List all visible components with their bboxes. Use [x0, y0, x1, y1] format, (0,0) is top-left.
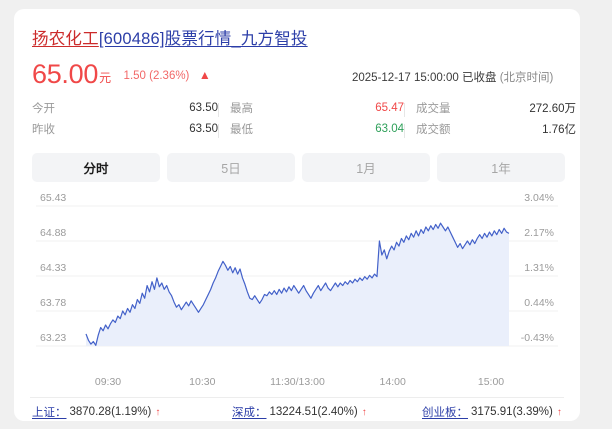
- up-arrow-icon: ↑: [155, 406, 161, 418]
- quote-price-row: 65.00元 1.50 (2.36%) ▲: [32, 59, 211, 90]
- stat-high: 最高 65.47: [218, 100, 404, 117]
- stat-amount-label: 成交额: [416, 123, 451, 136]
- price-change: 1.50 (2.36%): [123, 70, 190, 82]
- index-name[interactable]: 创业板：: [422, 407, 468, 419]
- up-arrow-icon: ↑: [556, 406, 562, 418]
- tab-label: 1年: [491, 162, 511, 176]
- stat-open: 今开 63.50: [32, 100, 218, 116]
- page-title[interactable]: 扬农化工[600486]股票行情_九方智投: [32, 25, 308, 49]
- current-price: 65.00: [32, 59, 99, 89]
- stat-volume-value: 272.60万: [529, 102, 576, 115]
- tab-1[interactable]: 5日: [167, 153, 295, 182]
- up-arrow-icon: ↑: [361, 406, 367, 418]
- stat-prevclose-label: 昨收: [32, 123, 55, 136]
- y-axis-right-label: 2.17%: [524, 227, 554, 239]
- stat-prevclose-value: 63.50: [189, 122, 218, 135]
- index-name[interactable]: 上证：: [32, 407, 67, 419]
- tab-label: 分时: [83, 162, 109, 176]
- timestamp-text: 2025-12-17 15:00:00 已收盘: [352, 72, 497, 84]
- chart-range-tabs[interactable]: 分时 5日 1月 1年: [32, 153, 565, 182]
- y-axis-right-label: -0.43%: [521, 332, 554, 344]
- x-axis-label: 10:30: [189, 376, 216, 388]
- x-axis-label: 09:30: [94, 376, 122, 388]
- stat-high-value: 65.47: [375, 101, 404, 114]
- stats-grid: 今开 63.50 最高 65.47 成交量 272.60万 昨收 63.50 最…: [32, 97, 576, 139]
- y-axis-left-label: 64.33: [40, 262, 66, 274]
- stat-volume-label: 成交量: [416, 102, 451, 115]
- y-axis-left-label: 63.23: [40, 332, 66, 344]
- tab-label: 1月: [356, 162, 376, 176]
- quote-timestamp: 2025-12-17 15:00:00 已收盘 (北京时间): [352, 69, 553, 85]
- stats-row-2: 昨收 63.50 最低 63.04 成交额 1.76亿: [32, 118, 576, 139]
- index-name[interactable]: 深成：: [232, 407, 267, 419]
- y-axis-left-label: 64.88: [40, 227, 66, 239]
- chart-x-axis: 09:30 10:30 11:30/13:00 14:00 15:00: [14, 373, 580, 395]
- index-value: 3175.91(3.39%): [471, 406, 553, 418]
- stat-low-value: 63.04: [375, 122, 404, 135]
- chart-area-fill: [86, 223, 509, 346]
- page-title-code[interactable]: [600486]股票行情_九方智投: [98, 30, 308, 48]
- tab-label: 5日: [221, 162, 241, 176]
- stat-high-label: 最高: [230, 102, 253, 115]
- tab-3[interactable]: 1年: [437, 153, 565, 182]
- up-arrow-icon: ▲: [198, 68, 211, 82]
- tab-0[interactable]: 分时: [32, 153, 160, 182]
- market-index-bar: 上证： 3870.28(1.19%) ↑ 深成： 13224.51(2.40%) ↑ 创业板…: [32, 404, 572, 420]
- chart-price-line: [85, 222, 510, 346]
- chart-svg: 65.43 3.04% 64.88 2.17% 64.33 1.31% 63.78 0.44%…: [36, 192, 558, 347]
- stat-volume: 成交量 272.60万: [404, 100, 576, 117]
- y-axis-right-label: 0.44%: [524, 297, 554, 309]
- y-axis-left-label: 63.78: [40, 297, 66, 309]
- timezone-text: (北京时间): [499, 72, 554, 84]
- price-unit: 元: [99, 71, 112, 85]
- y-axis-right-label: 1.31%: [524, 262, 554, 274]
- stat-amount-value: 1.76亿: [542, 123, 576, 136]
- stats-row-1: 今开 63.50 最高 65.47 成交量 272.60万: [32, 97, 576, 118]
- stat-open-label: 今开: [32, 102, 55, 115]
- stat-low-label: 最低: [230, 123, 253, 136]
- y-axis-right-label: 3.04%: [524, 192, 554, 204]
- x-axis-label: 14:00: [379, 376, 406, 388]
- index-value: 13224.51(2.40%): [269, 406, 358, 418]
- index-value: 3870.28(1.19%): [69, 406, 152, 418]
- y-axis-left-label: 65.43: [40, 192, 66, 204]
- index-item-2[interactable]: 创业板： 3175.91(3.39%) ↑: [422, 404, 562, 420]
- stat-open-value: 63.50: [189, 101, 218, 114]
- tab-2[interactable]: 1月: [302, 153, 430, 182]
- stat-prevclose: 昨收 63.50: [32, 121, 218, 137]
- divider: [30, 397, 564, 398]
- stat-low: 最低 63.04: [218, 121, 404, 138]
- index-item-0[interactable]: 上证： 3870.28(1.19%) ↑: [32, 404, 232, 420]
- index-item-1[interactable]: 深成： 13224.51(2.40%) ↑: [232, 404, 422, 420]
- stock-quote-card: 扬农化工[600486]股票行情_九方智投 65.00元 1.50 (2.36%…: [14, 9, 580, 421]
- stat-amount: 成交额 1.76亿: [404, 121, 576, 138]
- page-title-company[interactable]: 扬农化工: [32, 30, 99, 48]
- x-axis-label: 15:00: [477, 376, 505, 388]
- x-axis-label: 11:30/13:00: [270, 376, 325, 388]
- intraday-chart: 65.43 3.04% 64.88 2.17% 64.33 1.31% 63.78 0.44%…: [14, 191, 580, 373]
